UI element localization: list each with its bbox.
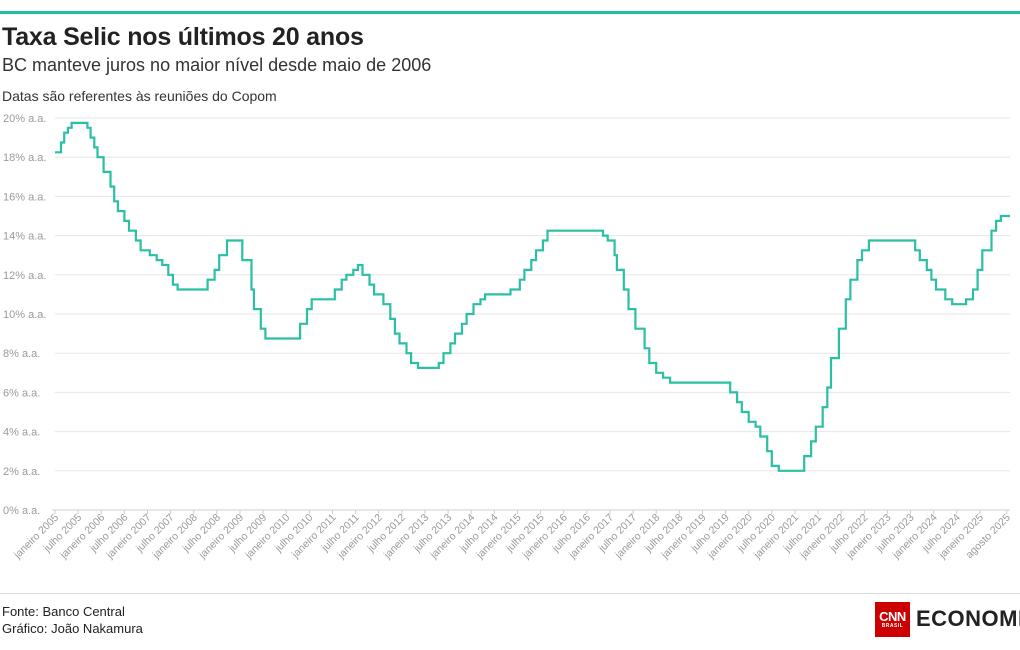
cnn-economia-logo: CNN BRASIL ECONOMIA — [875, 601, 1020, 637]
y-tick-label: 2% a.a. — [3, 466, 40, 478]
cnn-logo-icon: CNN BRASIL — [875, 601, 910, 637]
y-tick-label: 8% a.a. — [3, 348, 40, 360]
economia-wordmark: ECONOMIA — [916, 606, 1020, 631]
y-tick-label: 16% a.a. — [3, 191, 46, 203]
y-tick-label: 14% a.a. — [3, 231, 46, 243]
chart-subtitle: BC manteve juros no maior nível desde ma… — [2, 55, 432, 75]
y-tick-label: 10% a.a. — [3, 309, 46, 321]
y-tick-label: 4% a.a. — [3, 427, 40, 439]
footer-divider — [0, 593, 1020, 594]
selic-series-line — [55, 121, 1010, 472]
credit-text: Gráfico: João Nakamura — [2, 621, 143, 636]
y-tick-label: 0% a.a. — [3, 505, 40, 517]
top-accent-bar — [0, 11, 1020, 14]
selic-line-chart: 0% a.a. 2% a.a. 4% a.a. 6% a.a. 8% a.a. 10% a… — [3, 113, 1013, 562]
y-tick-label: 6% a.a. — [3, 387, 40, 399]
source-text: Fonte: Banco Central — [2, 604, 125, 619]
chart-note: Datas são referentes às reuniões do Copo… — [2, 88, 277, 104]
y-tick-label: 12% a.a. — [3, 270, 46, 282]
y-tick-label: 18% a.a. — [3, 152, 46, 164]
y-tick-label: 20% a.a. — [3, 113, 46, 125]
chart-title: Taxa Selic nos últimos 20 anos — [2, 23, 364, 51]
